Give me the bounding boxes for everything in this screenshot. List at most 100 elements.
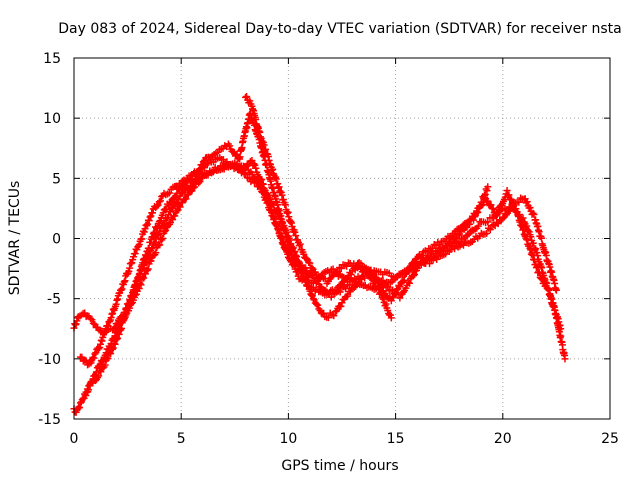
data-point bbox=[96, 343, 104, 351]
data-point bbox=[293, 253, 301, 261]
data-point bbox=[97, 368, 105, 376]
data-point bbox=[169, 204, 177, 212]
data-point bbox=[131, 250, 139, 258]
data-point bbox=[286, 236, 294, 244]
data-point bbox=[492, 212, 500, 220]
data-point bbox=[145, 217, 153, 225]
data-point bbox=[529, 209, 537, 217]
data-point bbox=[523, 198, 531, 206]
data-point bbox=[552, 286, 560, 294]
data-point bbox=[107, 350, 115, 358]
data-point bbox=[135, 285, 143, 293]
data-point bbox=[544, 285, 552, 293]
data-point bbox=[535, 269, 543, 277]
data-point bbox=[258, 176, 266, 184]
data-point bbox=[144, 220, 152, 228]
data-point bbox=[189, 184, 197, 192]
y-axis-label: SDTVAR / TECUs bbox=[7, 181, 23, 296]
data-point bbox=[155, 198, 163, 206]
data-point bbox=[515, 198, 523, 206]
data-point bbox=[121, 314, 129, 322]
data-point bbox=[90, 354, 98, 362]
data-point bbox=[153, 202, 161, 210]
data-point bbox=[561, 355, 569, 363]
data-point bbox=[83, 385, 91, 393]
data-points-layer bbox=[70, 93, 569, 416]
y-tick-label: 15 bbox=[43, 51, 61, 67]
data-point bbox=[379, 295, 387, 303]
data-point bbox=[144, 265, 152, 273]
data-point bbox=[332, 268, 340, 276]
data-point bbox=[196, 178, 204, 186]
data-point bbox=[474, 222, 482, 230]
data-point bbox=[297, 262, 305, 270]
data-point bbox=[88, 316, 96, 324]
data-point bbox=[404, 278, 412, 286]
data-point bbox=[109, 344, 117, 352]
data-point bbox=[316, 282, 324, 290]
data-point bbox=[108, 345, 116, 353]
data-point bbox=[411, 271, 419, 279]
data-point bbox=[309, 283, 317, 291]
data-point bbox=[96, 340, 104, 348]
data-point bbox=[377, 289, 385, 297]
y-tick-label: 10 bbox=[43, 111, 61, 127]
data-point bbox=[526, 204, 534, 212]
data-point bbox=[173, 190, 181, 198]
x-tick-label: 10 bbox=[279, 431, 297, 447]
data-point bbox=[147, 257, 155, 265]
data-point bbox=[152, 224, 160, 232]
data-point bbox=[158, 236, 166, 244]
data-point bbox=[219, 156, 227, 164]
data-point bbox=[117, 324, 125, 332]
data-point bbox=[196, 165, 204, 173]
data-point bbox=[220, 164, 228, 172]
data-point bbox=[281, 241, 289, 249]
data-point bbox=[252, 164, 260, 172]
data-point bbox=[291, 248, 299, 256]
data-point bbox=[557, 325, 565, 333]
x-tick-label: 0 bbox=[70, 431, 79, 447]
data-point bbox=[95, 372, 103, 380]
data-point bbox=[209, 167, 217, 175]
data-point bbox=[156, 197, 164, 205]
data-point bbox=[368, 274, 376, 282]
data-point bbox=[400, 276, 408, 284]
data-point bbox=[320, 309, 328, 317]
y-tick-label: -15 bbox=[38, 412, 61, 428]
data-point bbox=[486, 226, 494, 234]
data-point bbox=[268, 200, 276, 208]
data-point bbox=[334, 267, 342, 275]
x-tick-label: 15 bbox=[387, 431, 405, 447]
data-point bbox=[382, 300, 390, 308]
data-point bbox=[294, 257, 302, 265]
data-point bbox=[470, 216, 478, 224]
data-point bbox=[198, 162, 206, 170]
y-tick-label: 0 bbox=[52, 232, 61, 248]
data-point bbox=[263, 190, 271, 198]
data-point bbox=[399, 277, 407, 285]
data-point bbox=[338, 281, 346, 289]
data-point bbox=[296, 240, 304, 248]
data-point bbox=[145, 244, 153, 252]
data-point bbox=[502, 211, 510, 219]
data-point bbox=[292, 251, 300, 259]
data-point bbox=[240, 170, 248, 178]
data-point bbox=[399, 271, 407, 279]
data-point bbox=[474, 208, 482, 216]
data-point bbox=[499, 215, 507, 223]
data-point bbox=[456, 230, 464, 238]
data-point bbox=[91, 350, 99, 358]
x-tick-label: 20 bbox=[494, 431, 512, 447]
data-point bbox=[204, 171, 212, 179]
data-point bbox=[308, 264, 316, 272]
data-point bbox=[396, 294, 404, 302]
data-point bbox=[101, 361, 109, 369]
data-point bbox=[117, 286, 125, 294]
data-point bbox=[540, 278, 548, 286]
data-point bbox=[114, 334, 122, 342]
data-point bbox=[76, 404, 84, 412]
x-tick-label: 5 bbox=[177, 431, 186, 447]
data-point bbox=[152, 249, 160, 257]
